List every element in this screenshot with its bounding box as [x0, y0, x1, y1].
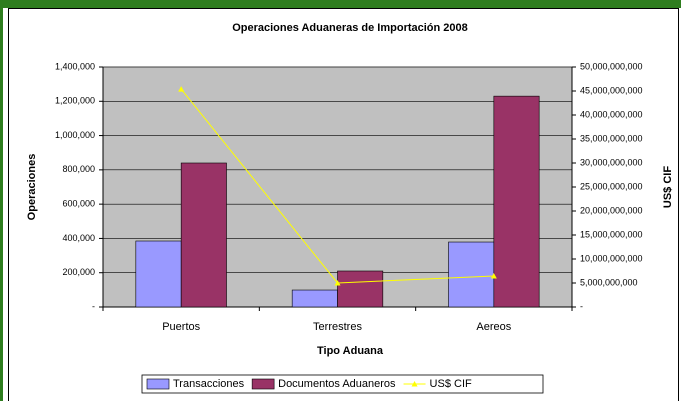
- legend-marker: [411, 381, 418, 387]
- y-tick-label: 1,200,000: [55, 96, 95, 106]
- legend-swatch: [251, 378, 275, 390]
- y2-tick-label: 50,000,000,000: [580, 61, 643, 71]
- y-tick-label: 600,000: [62, 199, 95, 209]
- x-axis-title: Tipo Aduana: [317, 345, 384, 357]
- left-band: [0, 8, 3, 401]
- y-tick-label: 200,000: [62, 267, 95, 277]
- y2-tick-label: 35,000,000,000: [580, 133, 643, 143]
- legend-swatch: [146, 378, 170, 390]
- y2-axis-title: US$ CIF: [662, 166, 674, 208]
- bar: [180, 162, 227, 308]
- x-tick-label: Aereos: [476, 321, 511, 333]
- y-tick-label: 1,400,000: [55, 61, 95, 71]
- y-tick-label: 400,000: [62, 233, 95, 243]
- y2-tick-label: 10,000,000,000: [580, 253, 643, 263]
- line-marker: [178, 86, 185, 92]
- chart-title: Operaciones Aduaneras de Importación 200…: [232, 22, 468, 34]
- legend-box: [141, 374, 544, 394]
- legend-label: US$ CIF: [430, 378, 472, 390]
- x-tick-label: Puertos: [162, 321, 200, 333]
- y-tick-label: 800,000: [62, 164, 95, 174]
- bar: [337, 270, 384, 308]
- y-tick-label: -: [92, 301, 95, 311]
- bar: [493, 95, 540, 308]
- y-axis-title: Operaciones: [26, 154, 38, 221]
- top-band: [0, 0, 681, 8]
- y2-tick-label: 15,000,000,000: [580, 229, 643, 239]
- bar: [135, 240, 182, 308]
- line-marker: [490, 272, 497, 279]
- legend-label: Transacciones: [173, 378, 245, 390]
- y2-tick-label: 40,000,000,000: [580, 109, 643, 119]
- bar: [291, 289, 338, 308]
- bar: [448, 241, 495, 308]
- x-tick-label: Terrestres: [313, 321, 362, 333]
- legend-label: Documentos Aduaneros: [278, 378, 396, 390]
- y2-tick-label: 5,000,000,000: [580, 277, 638, 287]
- y2-tick-label: -: [580, 301, 583, 311]
- y2-tick-label: 30,000,000,000: [580, 157, 643, 167]
- y2-tick-label: 25,000,000,000: [580, 181, 643, 191]
- line-marker: [334, 280, 341, 286]
- y-tick-label: 1,000,000: [55, 130, 95, 140]
- y2-tick-label: 20,000,000,000: [580, 205, 643, 215]
- y2-tick-label: 45,000,000,000: [580, 85, 643, 95]
